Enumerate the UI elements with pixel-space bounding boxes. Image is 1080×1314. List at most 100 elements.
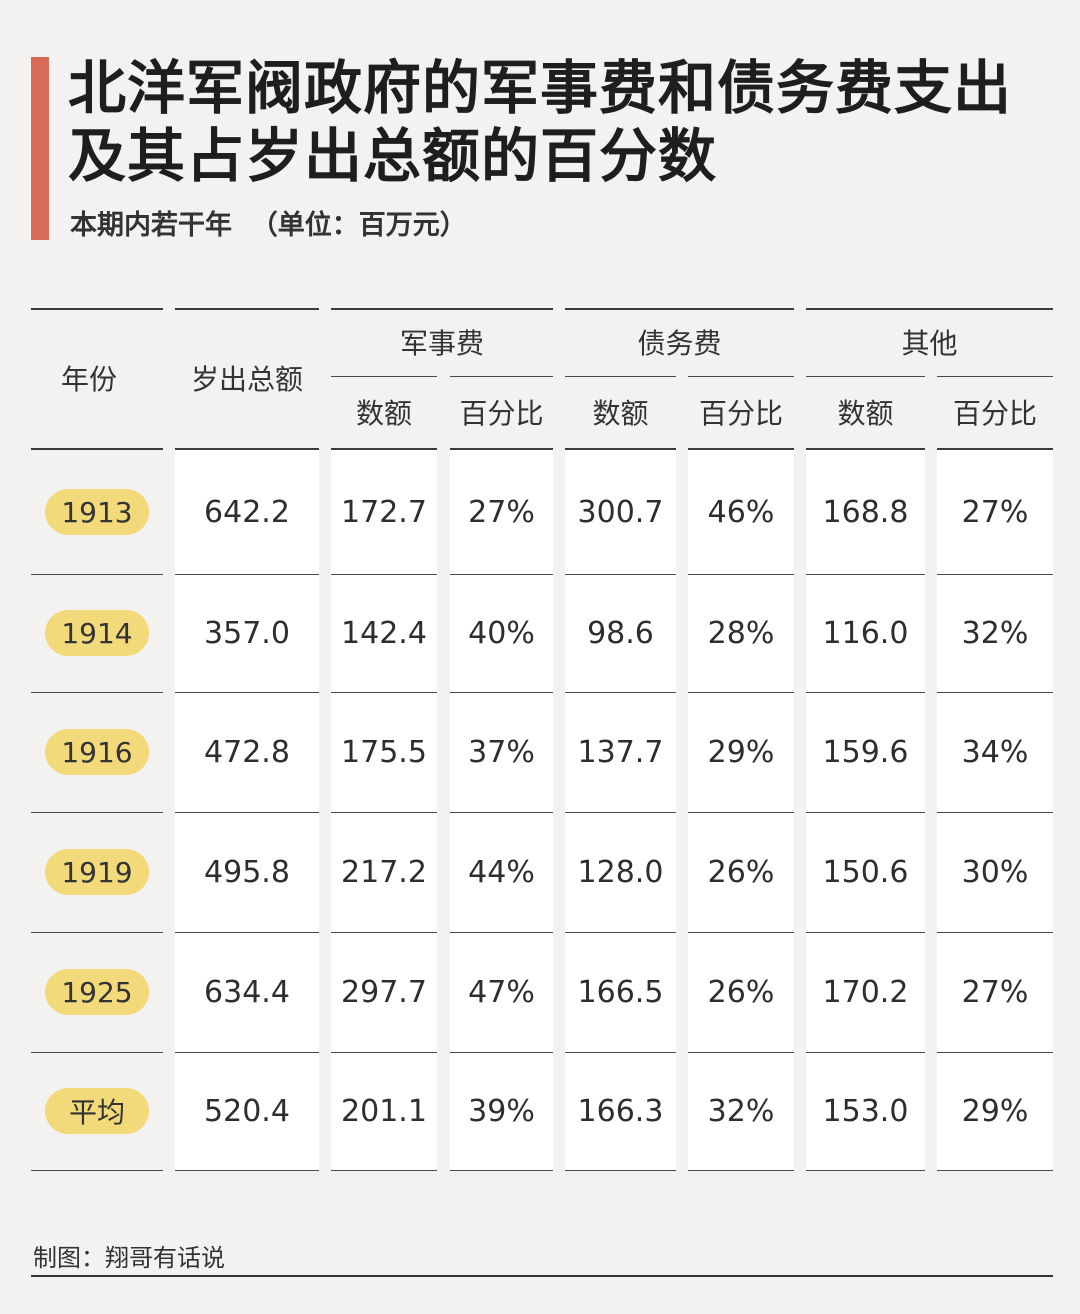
header-bottom-rule — [450, 448, 553, 450]
row-rule — [31, 812, 163, 813]
table-cell: 26% — [707, 854, 775, 890]
column-background — [331, 448, 437, 1170]
subheader-rule — [565, 376, 676, 377]
row-rule — [565, 574, 676, 575]
table-cell: 39% — [468, 1093, 535, 1129]
row-rule — [175, 574, 319, 575]
subheader-percent: 百分比 — [698, 397, 783, 430]
row-rule — [688, 692, 794, 693]
header-bottom-rule — [175, 448, 319, 450]
table-top-rule — [331, 308, 553, 310]
header-military: 军事费 — [399, 327, 484, 360]
table-cell: 170.2 — [822, 974, 909, 1010]
table-cell: 168.8 — [822, 494, 909, 530]
table-cell: 201.1 — [341, 1093, 427, 1129]
table-cell: 217.2 — [341, 854, 427, 890]
table-top-rule — [565, 308, 794, 310]
table-cell: 495.8 — [204, 854, 290, 890]
header-bottom-rule — [937, 448, 1053, 450]
header-bottom-rule — [331, 448, 437, 450]
row-rule — [806, 932, 925, 933]
row-rule — [688, 932, 794, 933]
subheader-amount: 数额 — [355, 397, 412, 430]
column-background — [806, 448, 925, 1170]
row-rule — [331, 574, 437, 575]
table-cell: 166.5 — [577, 974, 664, 1010]
table-cell: 28% — [707, 615, 775, 651]
row-rule — [806, 812, 925, 813]
row-rule — [688, 574, 794, 575]
table-cell: 40% — [468, 615, 535, 651]
header-year: 年份 — [60, 363, 117, 396]
table-cell: 98.6 — [587, 615, 654, 651]
table-cell: 472.8 — [204, 734, 290, 770]
footer-credit: 制图：翔哥有话说 — [33, 1244, 225, 1272]
row-rule — [688, 1052, 794, 1053]
row-rule — [31, 1170, 163, 1171]
subheader-rule — [688, 376, 794, 377]
row-rule — [806, 574, 925, 575]
row-rule — [806, 1170, 925, 1171]
table-cell: 297.7 — [341, 974, 427, 1010]
table-cell: 27% — [961, 974, 1029, 1010]
row-rule — [450, 1170, 553, 1171]
table-cell: 520.4 — [204, 1093, 290, 1129]
column-background — [450, 448, 553, 1170]
table-cell: 172.7 — [341, 494, 427, 530]
table-cell: 642.2 — [204, 494, 290, 530]
table-cell: 30% — [961, 854, 1029, 890]
subheader-amount: 数额 — [837, 397, 894, 430]
table-cell: 27% — [961, 494, 1029, 530]
table-cell: 32% — [961, 615, 1029, 651]
table-cell: 137.7 — [577, 734, 664, 770]
row-rule — [565, 1052, 676, 1053]
row-rule — [175, 812, 319, 813]
header-bottom-rule — [806, 448, 925, 450]
row-rule — [937, 1170, 1053, 1171]
column-background — [937, 448, 1053, 1170]
table-cell: 150.6 — [822, 854, 909, 890]
table-cell: 300.7 — [577, 494, 664, 530]
table-cell: 166.3 — [577, 1093, 664, 1129]
row-rule — [450, 692, 553, 693]
table-cell: 32% — [707, 1093, 775, 1129]
row-rule — [331, 1052, 437, 1053]
row-rule — [450, 574, 553, 575]
year-badge: 1925 — [45, 969, 149, 1015]
subheader-amount: 数额 — [592, 397, 649, 430]
year-badge: 1914 — [45, 610, 149, 656]
table-cell: 29% — [961, 1093, 1029, 1129]
row-rule — [565, 1170, 676, 1171]
row-rule — [175, 1052, 319, 1053]
row-rule — [565, 692, 676, 693]
subheader-percent: 百分比 — [459, 397, 544, 430]
table-cell: 27% — [468, 494, 535, 530]
table-cell: 153.0 — [822, 1093, 909, 1129]
chart-subtitle: 本期内若干年 （单位：百万元） — [70, 210, 467, 241]
row-rule — [31, 574, 163, 575]
row-rule — [450, 932, 553, 933]
table-cell: 37% — [468, 734, 535, 770]
footer-divider — [31, 1275, 1053, 1277]
row-rule — [31, 692, 163, 693]
table-cell: 116.0 — [822, 615, 909, 651]
table-cell: 47% — [468, 974, 535, 1010]
row-rule — [175, 692, 319, 693]
row-rule — [175, 1170, 319, 1171]
row-rule — [937, 932, 1053, 933]
row-rule — [331, 1170, 437, 1171]
row-rule — [331, 932, 437, 933]
table-cell: 159.6 — [822, 734, 909, 770]
table-cell: 128.0 — [577, 854, 664, 890]
row-rule — [450, 1052, 553, 1053]
row-rule — [937, 574, 1053, 575]
row-rule — [565, 812, 676, 813]
table-cell: 357.0 — [204, 615, 290, 651]
subheader-rule — [331, 376, 437, 377]
header-total: 岁出总额 — [190, 363, 303, 396]
row-rule — [688, 1170, 794, 1171]
table-cell: 46% — [707, 494, 775, 530]
table-cell: 44% — [468, 854, 535, 890]
subheader-rule — [806, 376, 925, 377]
header-bottom-rule — [565, 448, 676, 450]
